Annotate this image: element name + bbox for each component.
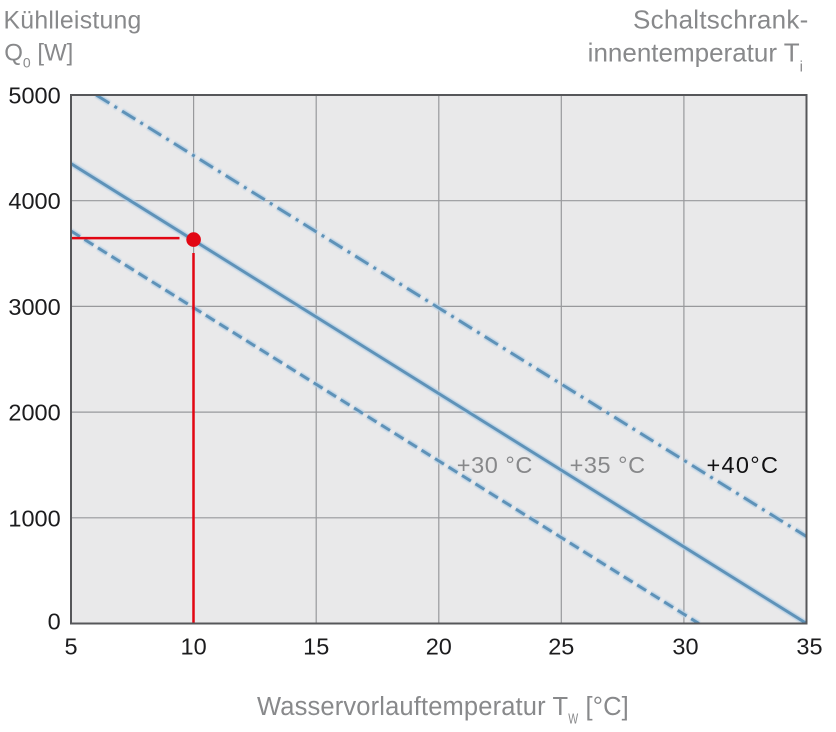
svg-text:Kühlleistung: Kühlleistung xyxy=(4,8,142,35)
svg-text:+40°C: +40°C xyxy=(707,452,780,478)
svg-text:0: 0 xyxy=(48,609,61,635)
svg-text:5: 5 xyxy=(64,634,77,660)
svg-text:5000: 5000 xyxy=(8,83,60,109)
svg-text:innentemperatur Ti: innentemperatur Ti xyxy=(588,38,803,76)
svg-text:25: 25 xyxy=(548,634,574,660)
svg-text:20: 20 xyxy=(426,634,452,660)
svg-text:+35 °C: +35 °C xyxy=(570,452,646,478)
svg-text:Q0 [W]: Q0 [W] xyxy=(4,40,73,71)
svg-text:Schaltschrank-: Schaltschrank- xyxy=(633,5,808,35)
svg-text:2000: 2000 xyxy=(8,400,60,426)
svg-text:10: 10 xyxy=(181,634,207,660)
svg-text:15: 15 xyxy=(303,634,329,660)
svg-text:+30 °C: +30 °C xyxy=(457,452,533,478)
svg-text:30: 30 xyxy=(672,634,698,660)
svg-text:35: 35 xyxy=(796,634,822,660)
svg-text:1000: 1000 xyxy=(8,505,60,531)
svg-text:Wasservorlauftemperatur TW [°C: Wasservorlauftemperatur TW [°C] xyxy=(257,693,629,728)
svg-text:3000: 3000 xyxy=(8,294,60,320)
svg-text:4000: 4000 xyxy=(8,188,60,214)
